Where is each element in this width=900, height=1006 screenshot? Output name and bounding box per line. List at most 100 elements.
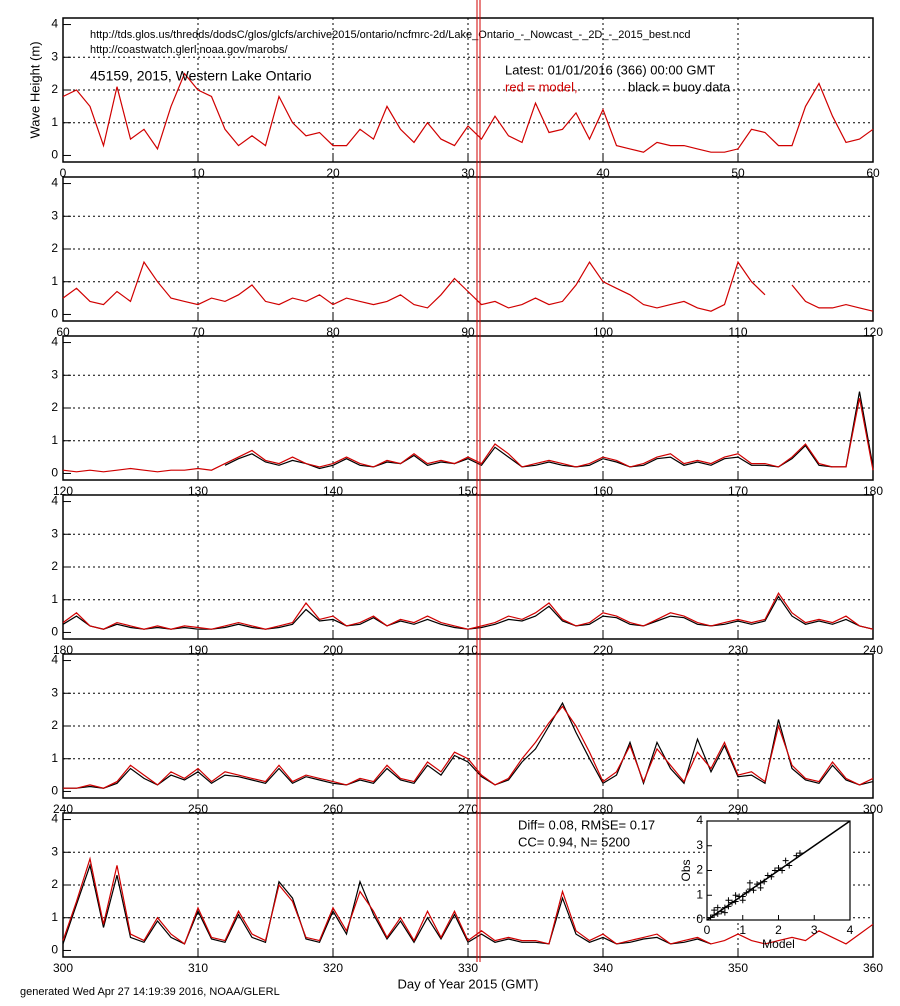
- y-tick-label: 2: [51, 877, 58, 891]
- y-tick-label: 4: [696, 813, 703, 827]
- scatter-point: [754, 881, 761, 888]
- scatter-point: [786, 862, 793, 869]
- y-tick-label: 4: [51, 494, 58, 508]
- x-tick-label: 4: [847, 923, 854, 937]
- scatter-point: [739, 897, 746, 904]
- scatter-point: [771, 867, 778, 874]
- y-tick-label: 4: [51, 176, 58, 190]
- y-tick-label: 3: [51, 844, 58, 858]
- y-tick-label: 0: [696, 912, 703, 926]
- series-line: [62, 856, 874, 945]
- series-line: [62, 592, 874, 630]
- legend-buoy: black = buoy data: [628, 79, 731, 94]
- y-tick-label: 1: [51, 433, 58, 447]
- x-tick-label: 3: [811, 923, 818, 937]
- scatter-point: [782, 857, 789, 864]
- y-tick-label: 0: [51, 784, 58, 798]
- scatter-point: [725, 897, 732, 904]
- series-line: [63, 705, 874, 789]
- y-tick-label: 3: [51, 49, 58, 63]
- y-tick-label: 2: [696, 863, 703, 877]
- station-label: 45159, 2015, Western Lake Ontario: [90, 68, 312, 84]
- x-tick-label: 0: [704, 923, 711, 937]
- scatter-point: [711, 907, 718, 914]
- footer: generated Wed Apr 27 14:19:39 2016, NOAA…: [20, 986, 280, 998]
- source-url: http://tds.glos.us/thredds/dodsC/glos/gl…: [90, 29, 690, 41]
- y-tick-label: 3: [51, 685, 58, 699]
- y-tick-label: 4: [51, 812, 58, 826]
- x-tick-label: 360: [863, 961, 883, 975]
- y-tick-label: 2: [51, 241, 58, 255]
- x-tick-label: 300: [53, 961, 73, 975]
- scatter-point: [757, 884, 764, 891]
- x-tick-label: 340: [593, 961, 613, 975]
- scatter-point: [714, 904, 721, 911]
- y-tick-label: 2: [51, 718, 58, 732]
- scatter-point: [746, 886, 753, 893]
- x-axis-label: Model: [762, 937, 795, 951]
- scatter-point: [732, 898, 739, 905]
- scatter-point: [707, 914, 714, 921]
- scatter-point: [725, 903, 732, 910]
- series-line: [62, 72, 874, 153]
- scatter-point: [750, 887, 757, 894]
- x-axis-label: Day of Year 2015 (GMT): [398, 976, 539, 991]
- y-tick-label: 0: [51, 943, 58, 957]
- x-tick-label: 310: [188, 961, 208, 975]
- y-tick-label: 0: [51, 625, 58, 639]
- x-tick-label: 1: [739, 923, 746, 937]
- y-axis-label: Obs: [679, 859, 693, 881]
- y-tick-label: 4: [51, 653, 58, 667]
- stats-text: CC= 0.94, N= 5200: [518, 834, 630, 849]
- y-tick-label: 1: [696, 887, 703, 901]
- y-tick-label: 2: [51, 400, 58, 414]
- scatter-point: [779, 867, 786, 874]
- y-tick-label: 2: [51, 559, 58, 573]
- y-tick-label: 2: [51, 82, 58, 96]
- scatter-point: [721, 909, 728, 916]
- y-tick-label: 1: [51, 274, 58, 288]
- x-tick-label: 350: [728, 961, 748, 975]
- x-tick-label: 2: [775, 923, 782, 937]
- y-tick-label: 1: [51, 592, 58, 606]
- scatter-point: [743, 889, 750, 896]
- y-tick-label: 1: [51, 910, 58, 924]
- y-axis-label: Wave Height (m): [27, 41, 42, 138]
- scatter-point: [761, 878, 768, 885]
- y-tick-label: 4: [51, 335, 58, 349]
- y-tick-label: 1: [51, 115, 58, 129]
- y-tick-label: 0: [51, 148, 58, 162]
- latest-label: Latest: 01/01/2016 (366) 00:00 GMT: [505, 62, 715, 77]
- y-tick-label: 3: [696, 838, 703, 852]
- scatter-point: [729, 899, 736, 906]
- source-url: http://coastwatch.glerl.noaa.gov/marobs/: [90, 44, 288, 56]
- stats-text: Diff= 0.08, RMSE= 0.17: [518, 817, 655, 832]
- scatter-point: [746, 879, 753, 886]
- scatter-point: [796, 850, 803, 857]
- y-tick-label: 1: [51, 751, 58, 765]
- y-tick-label: 3: [51, 208, 58, 222]
- series-line: [224, 391, 874, 470]
- series-line: [62, 398, 874, 473]
- series-line: [62, 863, 712, 945]
- y-tick-label: 0: [51, 466, 58, 480]
- x-tick-label: 0: [60, 166, 67, 180]
- series-line: [63, 701, 874, 789]
- scatter-point: [714, 910, 721, 917]
- y-tick-label: 3: [51, 526, 58, 540]
- y-tick-label: 0: [51, 307, 58, 321]
- scatter-point: [793, 852, 800, 859]
- scatter-point: [732, 892, 739, 899]
- scatter-point: [718, 908, 725, 915]
- x-tick-label: 320: [323, 961, 343, 975]
- series-line: [62, 260, 874, 312]
- x-tick-label: 330: [458, 961, 478, 975]
- scatter-point: [768, 873, 775, 880]
- legend-model: red = model,: [505, 79, 578, 94]
- scatter-point: [764, 872, 771, 879]
- y-tick-label: 4: [51, 17, 58, 31]
- y-tick-label: 3: [51, 367, 58, 381]
- scatter-point: [775, 865, 782, 872]
